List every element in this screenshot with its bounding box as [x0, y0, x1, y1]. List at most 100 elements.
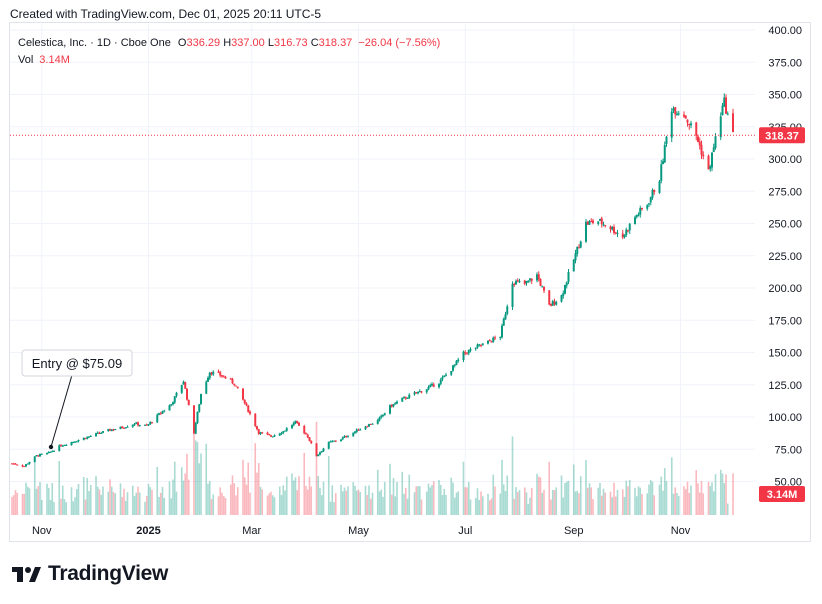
volume-bar: [394, 496, 397, 515]
volume-bar: [390, 494, 393, 515]
y-tick-label: 75.00: [774, 444, 802, 456]
candle-body: [306, 434, 309, 438]
volume-bar: [278, 486, 281, 515]
candle-body: [229, 378, 232, 380]
volume-bar: [310, 486, 313, 515]
tradingview-brand[interactable]: TradingView: [12, 562, 168, 586]
candle-body: [380, 415, 383, 418]
candle-body: [354, 431, 356, 433]
candle-body: [445, 374, 447, 376]
candle-body: [186, 388, 188, 400]
candle-body: [23, 466, 26, 468]
volume-bar: [541, 492, 544, 515]
candle-body: [175, 392, 178, 396]
candle-body: [543, 286, 545, 291]
chart-frame[interactable]: [9, 22, 811, 542]
volume-bar: [131, 485, 134, 515]
volume-bar: [168, 481, 171, 515]
candle-body: [298, 422, 300, 426]
candle-body: [84, 438, 87, 440]
candle-body: [200, 393, 202, 404]
candle-body: [137, 422, 139, 426]
volume-bar: [72, 501, 75, 515]
tradingview-logo-icon: [12, 567, 41, 582]
volume-bar: [23, 493, 26, 515]
candle-body: [684, 115, 687, 119]
candle-body: [511, 283, 514, 307]
candle-body: [418, 391, 421, 393]
candle-body: [702, 154, 705, 157]
candle-body: [247, 405, 250, 412]
legend-open: 336.29: [186, 37, 221, 49]
volume-bar: [408, 474, 411, 515]
candle-body: [355, 429, 358, 432]
volume-bar: [65, 502, 68, 515]
volume-bar: [28, 488, 31, 515]
candle-body: [429, 385, 432, 388]
entry-annotation[interactable]: Entry @ $75.09: [21, 349, 133, 450]
candle-body: [47, 452, 50, 454]
volume-bar: [469, 499, 472, 515]
candle-body: [467, 350, 470, 354]
candle-body: [65, 444, 68, 446]
volume-bar: [464, 487, 467, 515]
volume-bar: [207, 483, 209, 515]
candle-body: [611, 226, 614, 230]
candle-body: [586, 221, 589, 225]
candle-body: [305, 433, 307, 435]
volume-bar: [35, 488, 38, 515]
volume-bar: [523, 487, 526, 515]
volume-bar: [719, 469, 722, 515]
volume-bar: [186, 453, 188, 515]
y-tick-label: 175.00: [768, 315, 802, 327]
candle-body: [86, 436, 89, 439]
volume-bar: [466, 487, 468, 515]
candle-body: [280, 433, 283, 435]
volume-bar: [224, 498, 227, 515]
volume-bar: [37, 486, 40, 515]
candle-body: [674, 107, 677, 115]
volume-bar: [51, 483, 54, 515]
volume-bar: [271, 495, 274, 515]
volume-bar: [261, 489, 264, 515]
candle-body: [135, 422, 138, 425]
volume-bar: [249, 492, 251, 515]
volume-bar: [649, 480, 652, 515]
volume-bar: [347, 486, 349, 515]
candle-body: [427, 387, 430, 390]
volume-bar: [586, 487, 589, 515]
x-tick-label: Sep: [564, 525, 584, 537]
candle-body: [670, 111, 673, 138]
volume-bar: [450, 477, 453, 515]
volume-bar: [180, 467, 183, 515]
entry-callout-box: [21, 349, 133, 377]
volume-bar: [501, 459, 503, 515]
volume-bar: [296, 490, 299, 515]
candle-body: [723, 97, 726, 107]
candle-body: [518, 281, 521, 283]
candle-body: [315, 443, 318, 457]
volume-bar: [158, 496, 160, 515]
volume-bar: [74, 497, 76, 515]
candle-body: [455, 360, 458, 365]
candle-body: [487, 340, 489, 344]
volume-bar: [222, 496, 225, 515]
candle-body: [506, 306, 509, 314]
volume-bar: [259, 486, 262, 515]
volume-bar: [389, 463, 391, 515]
volume-bar: [359, 492, 362, 515]
candle-body: [431, 383, 433, 386]
volume-bar: [425, 491, 428, 515]
candle-body: [352, 432, 355, 437]
candle-body: [466, 353, 468, 355]
volume-bar: [625, 480, 628, 515]
volume-bar: [221, 492, 223, 515]
candle-body: [236, 386, 239, 389]
candle-body: [156, 414, 159, 423]
volume-bar: [406, 498, 409, 515]
brand-name: TradingView: [48, 562, 169, 585]
volume-bar: [712, 491, 715, 515]
volume-bar: [284, 490, 286, 515]
candle-body: [322, 448, 325, 452]
